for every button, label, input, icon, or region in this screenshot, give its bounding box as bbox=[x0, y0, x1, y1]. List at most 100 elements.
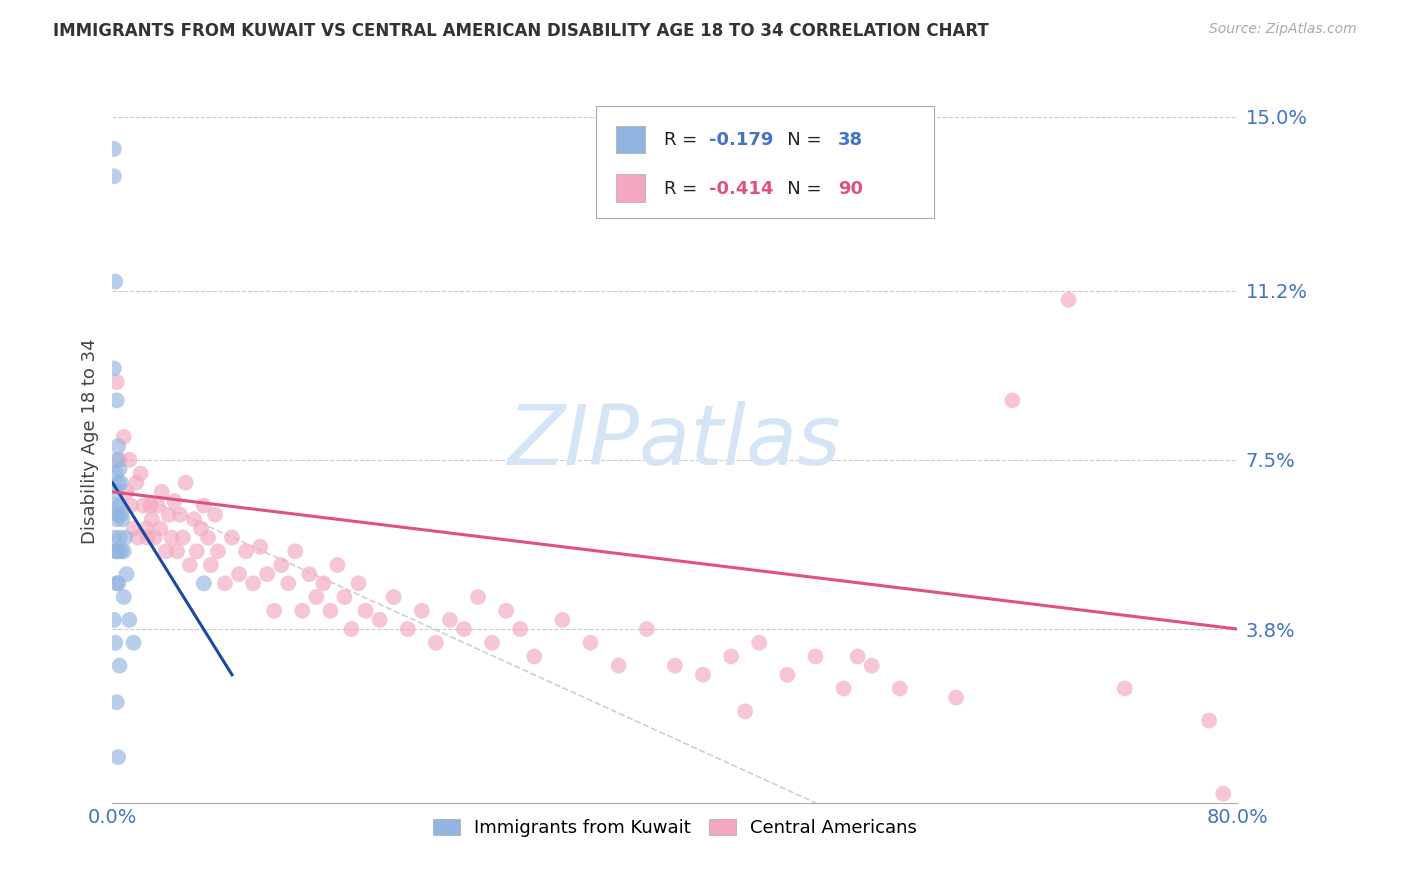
Point bbox=[186, 544, 208, 558]
Point bbox=[579, 636, 602, 650]
Point bbox=[108, 658, 131, 673]
Point bbox=[1198, 714, 1220, 728]
Point bbox=[115, 567, 138, 582]
Point bbox=[333, 590, 356, 604]
Point bbox=[143, 531, 166, 545]
Point bbox=[105, 544, 128, 558]
Point bbox=[748, 636, 770, 650]
Point bbox=[481, 636, 503, 650]
Point bbox=[270, 558, 292, 572]
Point bbox=[439, 613, 461, 627]
Point bbox=[319, 604, 342, 618]
Point bbox=[183, 512, 205, 526]
Point bbox=[354, 604, 377, 618]
Point bbox=[104, 544, 127, 558]
FancyBboxPatch shape bbox=[616, 126, 644, 153]
Point bbox=[122, 636, 145, 650]
Point bbox=[298, 567, 321, 582]
Point bbox=[105, 576, 128, 591]
Point bbox=[120, 499, 142, 513]
Point bbox=[108, 453, 131, 467]
Text: ZIPatlas: ZIPatlas bbox=[508, 401, 842, 482]
Point bbox=[136, 531, 159, 545]
Point bbox=[467, 590, 489, 604]
Point bbox=[105, 484, 128, 499]
Point bbox=[214, 576, 236, 591]
Point bbox=[115, 484, 138, 499]
Text: 38: 38 bbox=[838, 131, 863, 149]
Point bbox=[112, 430, 135, 444]
Point bbox=[118, 613, 141, 627]
Point bbox=[110, 544, 132, 558]
Point bbox=[197, 531, 219, 545]
Point bbox=[105, 375, 128, 389]
Point bbox=[108, 531, 131, 545]
Point bbox=[146, 499, 169, 513]
Text: -0.179: -0.179 bbox=[709, 131, 773, 149]
Point bbox=[127, 531, 149, 545]
Point bbox=[104, 467, 127, 481]
Point bbox=[103, 142, 125, 156]
Point bbox=[664, 658, 686, 673]
Point bbox=[107, 475, 129, 490]
Point bbox=[112, 590, 135, 604]
FancyBboxPatch shape bbox=[596, 105, 934, 218]
Point bbox=[103, 169, 125, 184]
Y-axis label: Disability Age 18 to 34: Disability Age 18 to 34 bbox=[80, 339, 98, 544]
Point bbox=[347, 576, 370, 591]
Point bbox=[411, 604, 433, 618]
Point bbox=[105, 512, 128, 526]
Point bbox=[396, 622, 419, 636]
Point bbox=[105, 393, 128, 408]
Point bbox=[135, 521, 157, 535]
FancyBboxPatch shape bbox=[616, 175, 644, 202]
Point bbox=[114, 531, 136, 545]
Point bbox=[1212, 787, 1234, 801]
Point bbox=[193, 499, 215, 513]
Point bbox=[1001, 393, 1024, 408]
Point bbox=[105, 453, 128, 467]
Point bbox=[104, 275, 127, 289]
Point bbox=[174, 475, 197, 490]
Point bbox=[149, 521, 172, 535]
Point bbox=[107, 750, 129, 764]
Point bbox=[141, 512, 163, 526]
Point bbox=[860, 658, 883, 673]
Text: N =: N = bbox=[770, 131, 828, 149]
Point bbox=[103, 531, 125, 545]
Point bbox=[221, 531, 243, 545]
Point bbox=[776, 667, 799, 681]
Point bbox=[105, 695, 128, 709]
Point bbox=[118, 453, 141, 467]
Point bbox=[263, 604, 285, 618]
Point bbox=[103, 613, 125, 627]
Text: 90: 90 bbox=[838, 180, 863, 198]
Point bbox=[107, 576, 129, 591]
Legend: Immigrants from Kuwait, Central Americans: Immigrants from Kuwait, Central American… bbox=[425, 812, 925, 845]
Point bbox=[720, 649, 742, 664]
Point bbox=[312, 576, 335, 591]
Point bbox=[945, 690, 967, 705]
Point bbox=[108, 499, 131, 513]
Point bbox=[235, 544, 257, 558]
Text: IMMIGRANTS FROM KUWAIT VS CENTRAL AMERICAN DISABILITY AGE 18 TO 34 CORRELATION C: IMMIGRANTS FROM KUWAIT VS CENTRAL AMERIC… bbox=[53, 22, 990, 40]
Point bbox=[112, 544, 135, 558]
Point bbox=[190, 521, 212, 535]
Point bbox=[110, 508, 132, 522]
Point bbox=[368, 613, 391, 627]
Point bbox=[155, 544, 177, 558]
Point bbox=[110, 475, 132, 490]
Point bbox=[277, 576, 299, 591]
Point bbox=[179, 558, 201, 572]
Point bbox=[425, 636, 447, 650]
Point bbox=[340, 622, 363, 636]
Point bbox=[228, 567, 250, 582]
Point bbox=[382, 590, 405, 604]
Point bbox=[1057, 293, 1080, 307]
Point bbox=[163, 494, 186, 508]
Point bbox=[166, 544, 188, 558]
Point bbox=[523, 649, 546, 664]
Point bbox=[846, 649, 869, 664]
Text: -0.414: -0.414 bbox=[709, 180, 773, 198]
Point bbox=[291, 604, 314, 618]
